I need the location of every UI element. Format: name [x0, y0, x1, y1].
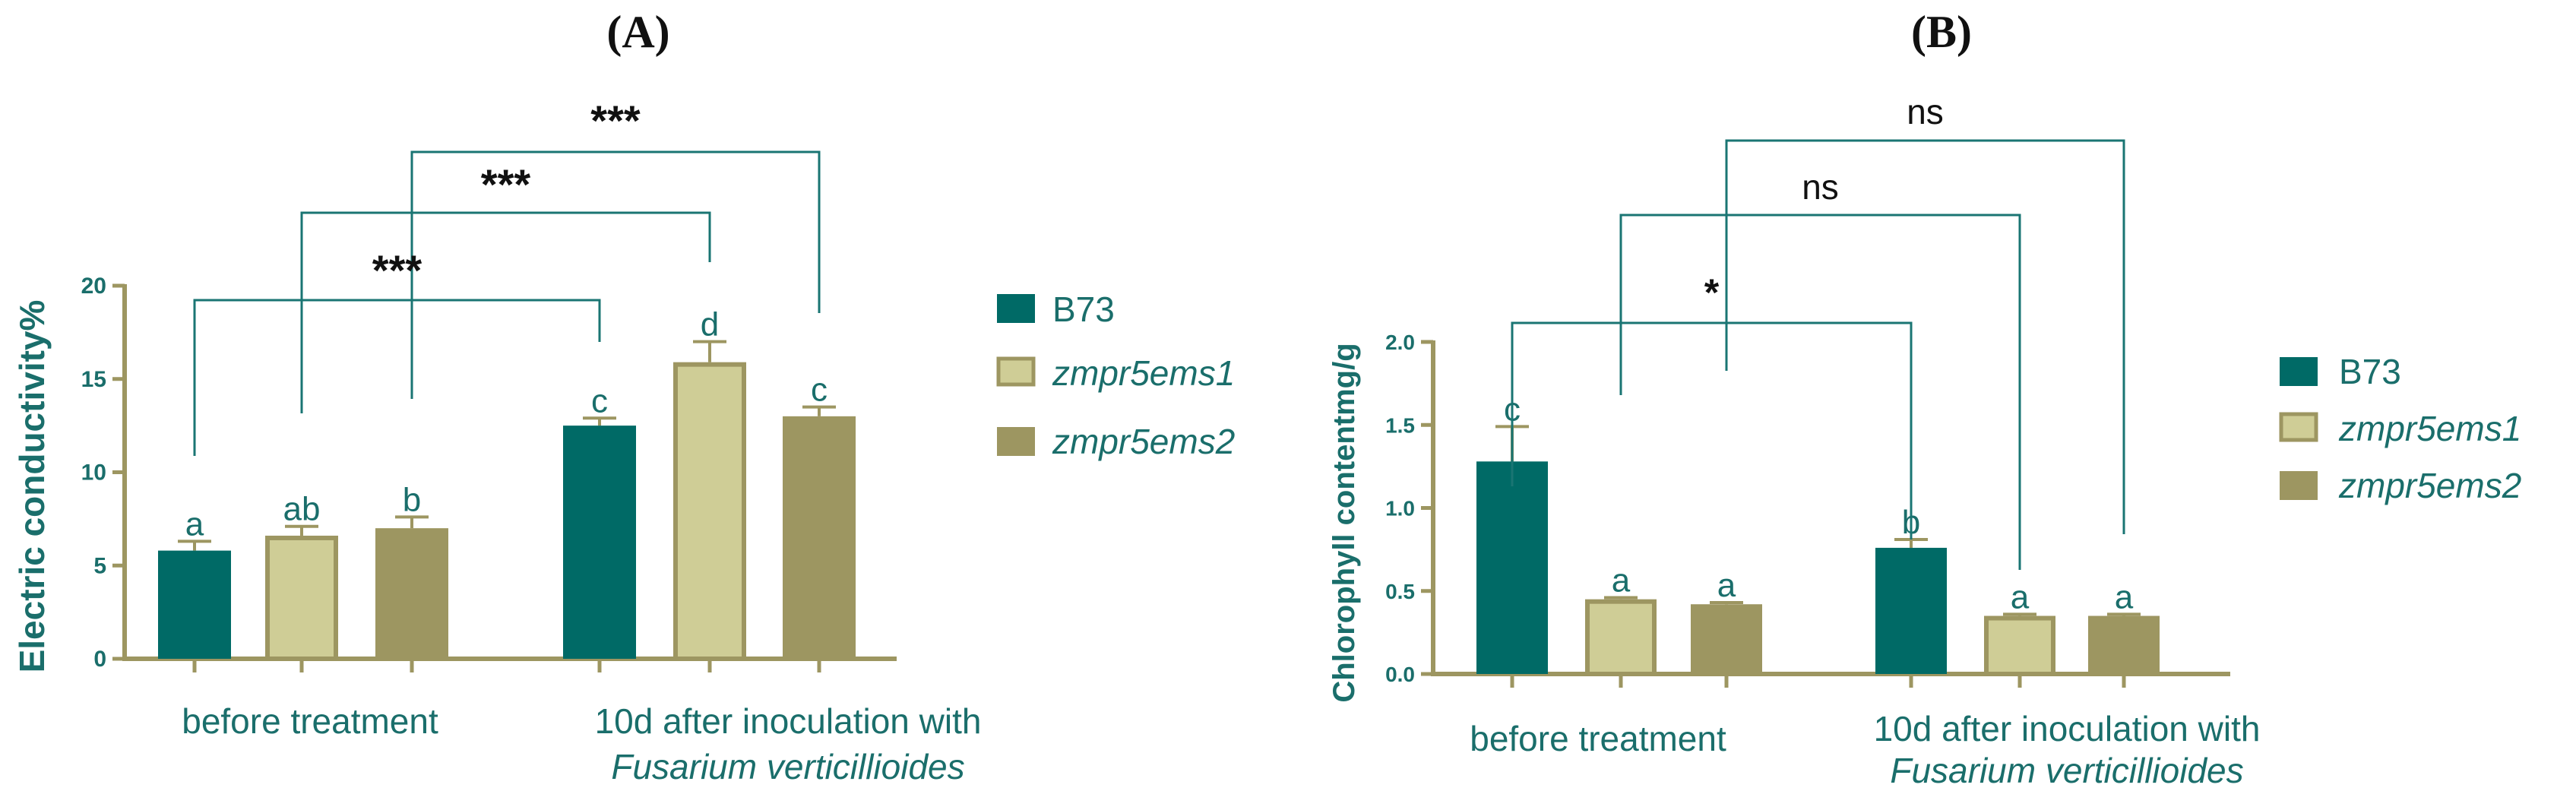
panel-b-x-label-after-line1: 10d after inoculation with	[1874, 709, 2261, 748]
legend-label-zmpr5ems1: zmpr5ems1	[1052, 353, 1235, 393]
y-tick-label: 5	[93, 553, 106, 578]
panel-b-y-ticks: 0.0 0.5 1.0 1.5 2.0	[1385, 331, 1433, 686]
panel-a-x-label-before: before treatment	[182, 701, 438, 741]
y-tick-label: 1.5	[1385, 413, 1415, 437]
bar-zmpr5ems1	[673, 362, 746, 661]
comparison-bracket	[410, 150, 821, 399]
panel-a-y-ticks: 0 5 10 15 20	[81, 274, 125, 672]
significance-letter: a	[185, 505, 204, 543]
panel-a-title: (A)	[606, 7, 669, 57]
panel-b-x-label-before: before treatment	[1470, 719, 1726, 758]
panel-a: (A) Electric conductivity% 0 5 10 15 20 a c ab…	[12, 7, 1235, 786]
panel-b-sig-label-2: ns	[1802, 167, 1839, 207]
panel-a-sig-label-3: ***	[590, 97, 641, 144]
significance-letter: c	[591, 382, 608, 419]
panel-b-brackets	[1511, 139, 2125, 570]
legend-swatch-b73	[2280, 357, 2318, 386]
bar-zmpr5ems2	[375, 528, 448, 659]
y-tick-label: 10	[81, 460, 106, 486]
significance-letter: d	[701, 306, 719, 343]
panel-b-sig-label-1: *	[1704, 271, 1720, 314]
legend-swatch-zmpr5ems1	[2279, 412, 2318, 442]
bar-B73	[1476, 461, 1548, 674]
y-tick-label: 15	[81, 367, 106, 392]
bar-B73	[158, 550, 231, 659]
legend-swatch-zmpr5ems2	[2280, 471, 2318, 500]
comparison-bracket	[300, 211, 711, 413]
significance-letter: a	[1717, 567, 1736, 604]
panel-b: (B) Chlorophyll contentmg/g 0.0 0.5 1.0 1.5…	[1328, 7, 2521, 790]
panel-b-sig-label-3: ns	[1907, 92, 1944, 131]
panel-a-x-label-after-line1: 10d after inoculation with	[595, 701, 982, 741]
legend-label-b73: B73	[2339, 352, 2401, 391]
significance-letter: c	[811, 372, 828, 409]
panel-b-bars: cba aa a	[1476, 391, 2160, 688]
y-tick-label: 1.0	[1385, 497, 1415, 520]
y-tick-label: 0.5	[1385, 580, 1415, 603]
bar-zmpr5ems1	[1984, 615, 2055, 677]
y-tick-label: 0.0	[1385, 663, 1415, 686]
panel-a-sig-label-2: ***	[481, 160, 531, 208]
comparison-bracket	[193, 299, 601, 456]
legend-swatch-zmpr5ems1	[996, 356, 1036, 387]
bar-zmpr5ems1	[265, 535, 338, 661]
comparison-bracket	[1619, 214, 2021, 570]
panel-a-x-label-after-line2: Fusarium verticillioides	[611, 747, 964, 786]
significance-letter: a	[2115, 578, 2134, 615]
bar-zmpr5ems2	[783, 416, 856, 659]
bar-zmpr5ems1	[1585, 599, 1657, 676]
comparison-bracket	[1511, 321, 1913, 539]
bar-zmpr5ems2	[1691, 604, 1762, 674]
significance-letter: ab	[283, 491, 321, 528]
legend-swatch-b73	[997, 294, 1035, 323]
legend-label-zmpr5ems2: zmpr5ems2	[2338, 466, 2521, 505]
panel-a-bars: a c ab d b c	[158, 306, 856, 672]
panel-a-axes	[122, 284, 897, 661]
panel-b-title: (B)	[1911, 7, 1972, 57]
panel-a-y-axis-label: Electric conductivity%	[12, 300, 52, 673]
panel-b-y-axis-label: Chlorophyll contentmg/g	[1328, 343, 1361, 702]
panel-b-legend: B73 zmpr5ems1 zmpr5ems2	[2279, 352, 2521, 505]
significance-letter: b	[403, 481, 421, 518]
legend-label-zmpr5ems1: zmpr5ems1	[2338, 409, 2521, 448]
significance-letter: a	[2011, 578, 2030, 615]
bar-zmpr5ems2	[2088, 615, 2160, 674]
legend-label-b73: B73	[1052, 290, 1115, 329]
y-tick-label: 2.0	[1385, 331, 1415, 354]
panel-b-x-label-after-line2: Fusarium verticillioides	[1890, 751, 2243, 790]
panel-a-brackets	[193, 150, 821, 456]
legend-swatch-zmpr5ems2	[997, 427, 1035, 456]
panel-a-sig-label-1: ***	[372, 246, 422, 294]
bar-B73	[1875, 547, 1947, 674]
y-tick-label: 0	[93, 647, 106, 672]
legend-label-zmpr5ems2: zmpr5ems2	[1052, 422, 1235, 461]
comparison-bracket	[1725, 139, 2125, 534]
bar-B73	[563, 426, 636, 659]
panel-a-legend: B73 zmpr5ems1 zmpr5ems2	[996, 290, 1235, 461]
y-tick-label: 20	[81, 274, 106, 299]
significance-letter: a	[1612, 562, 1631, 599]
